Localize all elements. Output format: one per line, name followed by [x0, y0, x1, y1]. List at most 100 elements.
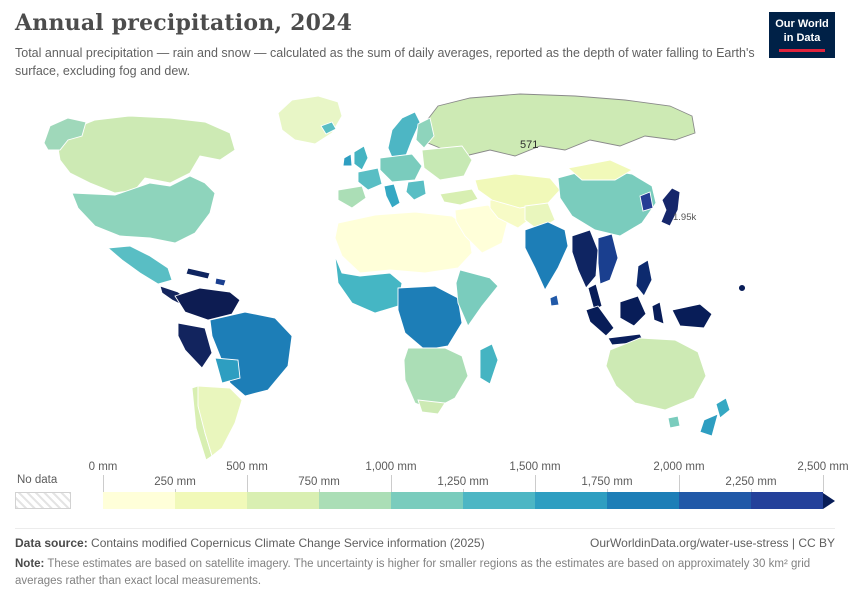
region-japan[interactable]	[660, 187, 681, 227]
region-southern-africa[interactable]	[403, 347, 469, 411]
region-tasmania[interactable]	[667, 415, 681, 429]
legend-bin[interactable]	[463, 492, 535, 509]
region-myanmar-thailand[interactable]	[571, 229, 599, 289]
legend-tick-label: 1,500 mm	[509, 461, 561, 473]
region-australia[interactable]	[605, 337, 707, 411]
region-mexico[interactable]	[106, 245, 173, 285]
legend-tick-mark	[751, 489, 752, 492]
legend-bin[interactable]	[391, 492, 463, 509]
legend-tick-label: 1,750 mm	[581, 476, 633, 488]
region-ireland[interactable]	[342, 153, 353, 167]
legend-tick-mark	[463, 489, 464, 492]
legend-tick-mark	[823, 475, 824, 492]
region-italy[interactable]	[383, 183, 401, 209]
legend-bin[interactable]	[103, 492, 175, 509]
data-source: Data source: Contains modified Copernicu…	[15, 536, 485, 550]
region-north-africa[interactable]	[334, 211, 473, 274]
source-row: Data source: Contains modified Copernicu…	[15, 536, 835, 550]
region-turkey[interactable]	[439, 188, 479, 206]
legend-tick-label: 1,250 mm	[437, 476, 489, 488]
region-new-guinea[interactable]	[671, 303, 713, 329]
legend-arrow-icon	[823, 492, 835, 509]
region-new-zealand-north[interactable]	[715, 397, 731, 419]
region-sumatra[interactable]	[585, 305, 615, 337]
region-korea[interactable]	[639, 191, 654, 212]
legend-tick-label: 250 mm	[154, 476, 196, 488]
legend-bin[interactable]	[751, 492, 823, 509]
legend-tick-mark	[175, 489, 176, 492]
legend-tick-mark	[606, 489, 608, 492]
region-new-zealand-south[interactable]	[699, 413, 719, 437]
region-borneo[interactable]	[619, 295, 647, 327]
region-finland[interactable]	[415, 117, 435, 149]
region-balkans[interactable]	[405, 179, 427, 201]
legend-tick-mark	[535, 475, 536, 492]
region-cuba[interactable]	[185, 267, 211, 280]
chart-footer: Data source: Contains modified Copernicu…	[15, 528, 835, 589]
note-label: Note:	[15, 558, 45, 570]
chart-note: Note: These estimates are based on satel…	[15, 556, 835, 589]
data-source-text: Contains modified Copernicus Climate Cha…	[87, 536, 485, 550]
region-hispaniola[interactable]	[214, 277, 227, 287]
region-mongolia[interactable]	[566, 159, 633, 181]
legend-bin[interactable]	[319, 492, 391, 509]
world-map-svg	[43, 93, 746, 461]
legend-bin[interactable]	[247, 492, 319, 509]
legend: No data 0 mm 500 mm 1,000 mm 1,500 mm 2,000 …	[15, 461, 849, 517]
credit-link[interactable]: OurWorldinData.org/water-use-stress | CC…	[590, 536, 835, 550]
region-india[interactable]	[524, 221, 569, 291]
region-canada[interactable]	[57, 115, 236, 194]
region-vietnam[interactable]	[597, 233, 619, 285]
legend-bin[interactable]	[607, 492, 679, 509]
chart-header: Annual precipitation, 2024 Our World in …	[15, 10, 835, 81]
chart-subtitle: Total annual precipitation — rain and sn…	[15, 46, 755, 78]
world-map: 571 1.95k	[20, 88, 830, 463]
region-fiji[interactable]	[738, 284, 746, 292]
legend-tick-label: 2,500 mm	[797, 461, 849, 473]
legend-bin[interactable]	[175, 492, 247, 509]
region-iceland[interactable]	[320, 121, 337, 135]
region-central-europe[interactable]	[379, 153, 423, 183]
legend-bar-row	[103, 492, 835, 509]
owid-logo-line1: Our World	[775, 18, 829, 30]
legend-no-data: No data	[15, 461, 87, 517]
region-eastern-europe[interactable]	[421, 145, 473, 181]
region-sulawesi[interactable]	[651, 301, 665, 325]
region-usa[interactable]	[71, 175, 216, 244]
legend-tick-label: 750 mm	[298, 476, 340, 488]
owid-logo-line2: in Data	[783, 32, 821, 45]
region-scandinavia[interactable]	[387, 111, 421, 163]
region-russia[interactable]	[424, 93, 696, 157]
data-source-label: Data source:	[15, 536, 88, 550]
legend-colorbar: 0 mm 500 mm 1,000 mm 1,500 mm 2,000 mm 2,500 …	[89, 461, 849, 517]
region-philippines[interactable]	[635, 259, 653, 297]
region-iberia[interactable]	[337, 185, 367, 209]
legend-bin[interactable]	[679, 492, 751, 509]
legend-colorbar-track	[103, 492, 823, 509]
region-central-africa[interactable]	[397, 285, 463, 351]
region-madagascar[interactable]	[479, 343, 499, 385]
region-east-africa[interactable]	[455, 269, 499, 327]
legend-tick-label: 2,000 mm	[653, 461, 705, 473]
region-peru[interactable]	[177, 322, 213, 369]
region-uk[interactable]	[353, 145, 369, 171]
owid-logo[interactable]: Our World in Data	[769, 12, 835, 58]
region-sri-lanka[interactable]	[549, 294, 560, 307]
legend-tick-mark	[319, 489, 320, 492]
legend-tick-label: 1,000 mm	[365, 461, 417, 473]
region-brazil[interactable]	[209, 311, 293, 397]
legend-tick-label: 0 mm	[88, 461, 118, 473]
region-alaska[interactable]	[43, 117, 87, 151]
region-argentina[interactable]	[197, 385, 243, 457]
region-malay-peninsula[interactable]	[587, 283, 603, 311]
region-france[interactable]	[357, 167, 383, 191]
region-greenland[interactable]	[277, 95, 343, 145]
region-bolivia[interactable]	[214, 357, 241, 384]
region-south-africa[interactable]	[417, 399, 446, 415]
legend-tick-mark	[679, 475, 680, 492]
legend-no-data-swatch[interactable]	[15, 492, 71, 509]
owid-logo-accent	[779, 48, 825, 52]
legend-bin[interactable]	[535, 492, 607, 509]
region-colombia-venezuela[interactable]	[174, 287, 241, 321]
